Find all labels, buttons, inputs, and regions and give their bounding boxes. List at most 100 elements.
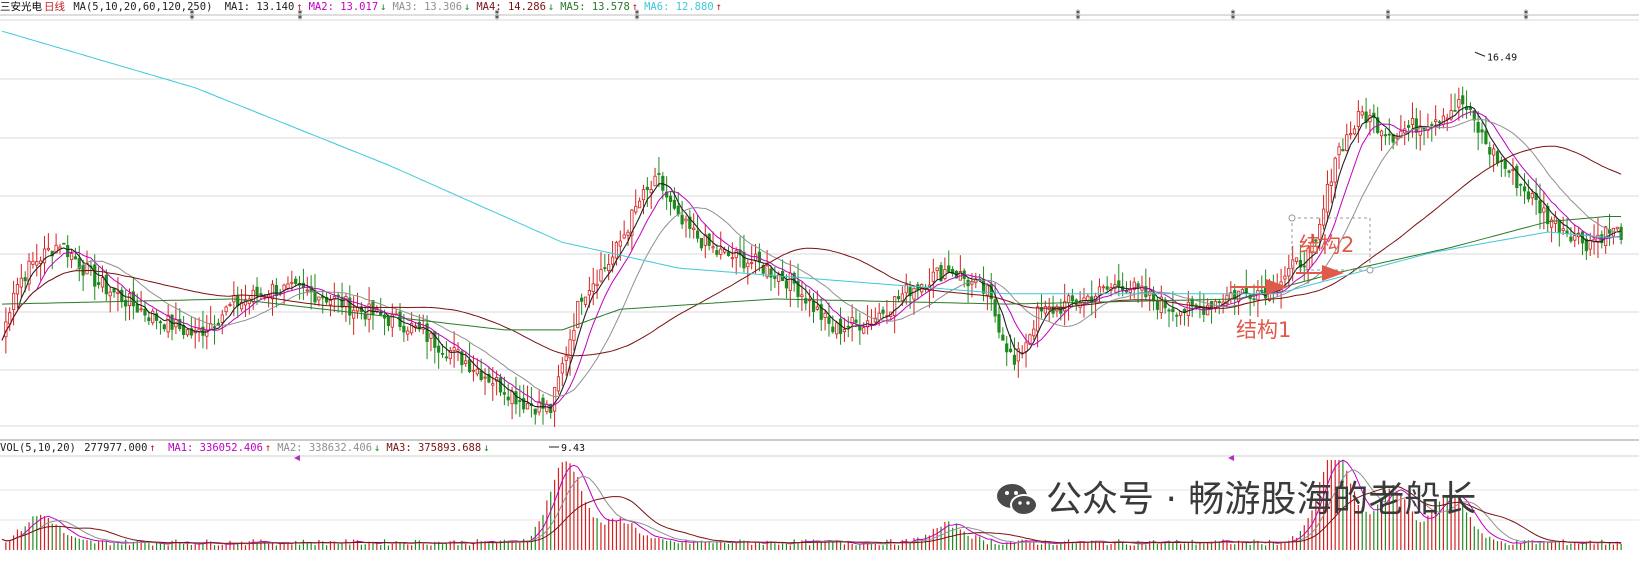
candle-body <box>989 283 993 300</box>
ma3-line <box>1 118 1622 398</box>
ma-spec: MA(5,10,20,60,120,250) <box>73 1 213 13</box>
candle-body <box>66 245 70 258</box>
candle-body <box>81 264 85 276</box>
candle-body <box>77 258 81 270</box>
candle-body <box>270 283 275 300</box>
candle-body <box>1430 124 1434 126</box>
volume-header: VOL(5,10,20) 277977.000 ↑ MA1: 336052.406… <box>0 441 494 455</box>
candle-body <box>634 205 638 213</box>
candle-body <box>1310 241 1314 253</box>
candle-body <box>1511 169 1515 171</box>
candle-body <box>471 369 476 372</box>
candle-body <box>1472 110 1476 121</box>
candle-body <box>630 209 634 236</box>
candle-body <box>239 301 244 310</box>
candle-body <box>344 295 348 308</box>
candle-body <box>1441 115 1445 125</box>
candle-body <box>1132 281 1136 290</box>
candle-body <box>1379 130 1384 137</box>
candle-body <box>518 400 522 402</box>
price-ma-arrow-6: ↑ <box>715 1 722 13</box>
candle-body <box>97 282 101 285</box>
candle-body <box>595 283 599 287</box>
candle-body <box>533 408 537 415</box>
candle-body <box>290 281 294 284</box>
candle-body <box>355 307 360 312</box>
candle-body <box>182 325 186 336</box>
candle-body <box>576 301 580 329</box>
price-ma-5: MA5: 13.578 <box>560 1 630 13</box>
candle-body <box>147 317 151 322</box>
candle-body <box>572 329 576 341</box>
candle-body <box>1549 219 1554 228</box>
candle-body <box>684 218 688 222</box>
candle-body <box>877 312 881 321</box>
candle-body <box>649 189 653 194</box>
volume-bars <box>1 459 1622 550</box>
candle-body <box>1032 328 1036 337</box>
candle-body <box>1012 354 1017 365</box>
candle-body <box>1526 191 1530 200</box>
candle-body <box>1538 200 1542 214</box>
candle-body <box>947 265 951 273</box>
candle-body <box>896 296 901 300</box>
candle-body <box>1024 342 1028 352</box>
event-marker: ⁑ <box>495 10 500 22</box>
moving-averages <box>1 30 1622 409</box>
event-marker: ⁑ <box>190 10 195 22</box>
candle-body <box>1167 309 1171 312</box>
candle-body <box>1588 239 1592 250</box>
candle-body <box>460 351 464 366</box>
price-ma-arrow-5: ↑ <box>631 1 639 13</box>
vol-ma-arrow-2: ↓ <box>374 442 381 454</box>
candle-body <box>1005 343 1009 353</box>
candle-body <box>1043 306 1047 314</box>
candle-body <box>216 322 220 326</box>
candle-body <box>931 271 935 282</box>
candle-body <box>410 322 414 334</box>
candle-body <box>1488 147 1492 155</box>
candle-body <box>491 383 495 386</box>
candle-body <box>862 327 866 334</box>
candle-body <box>456 349 460 352</box>
candle-body <box>981 278 986 294</box>
candle-body <box>301 282 306 289</box>
candle-body <box>1480 129 1484 133</box>
candle-body <box>1217 300 1221 304</box>
candle-body <box>1484 130 1488 145</box>
candle-body <box>267 294 271 298</box>
candle-body <box>657 173 661 175</box>
candle-body <box>1395 136 1399 139</box>
candle-body <box>340 296 344 308</box>
candle-body <box>1542 207 1546 213</box>
event-marker: ⁑ <box>1076 10 1081 22</box>
candle-body <box>197 328 201 332</box>
candle-body <box>317 296 321 301</box>
event-marker: ⁑ <box>298 10 303 22</box>
candle-body <box>734 250 738 259</box>
candle-body <box>676 205 680 215</box>
candle-body <box>1345 134 1349 151</box>
candle-body <box>893 296 897 316</box>
candle-body <box>1329 181 1333 186</box>
candle-body <box>985 285 989 296</box>
candle-body <box>580 297 584 302</box>
candle-body <box>792 272 796 284</box>
candle-body <box>1298 259 1302 268</box>
period-label: 日线 <box>44 1 65 13</box>
candle-body <box>127 293 132 307</box>
stock-name: 三安光电 <box>0 1 42 13</box>
candle-body <box>823 312 827 318</box>
candle-body <box>236 295 240 307</box>
candle-body <box>1028 334 1032 345</box>
candle-body <box>583 296 588 305</box>
candle-body <box>1302 265 1306 268</box>
candle-body <box>185 329 190 336</box>
candle-body <box>1553 216 1558 224</box>
candle-body <box>645 186 649 191</box>
candle-body <box>19 277 23 288</box>
candle-body <box>997 314 1001 333</box>
candle-body <box>1468 107 1473 110</box>
candle-body <box>796 280 800 297</box>
